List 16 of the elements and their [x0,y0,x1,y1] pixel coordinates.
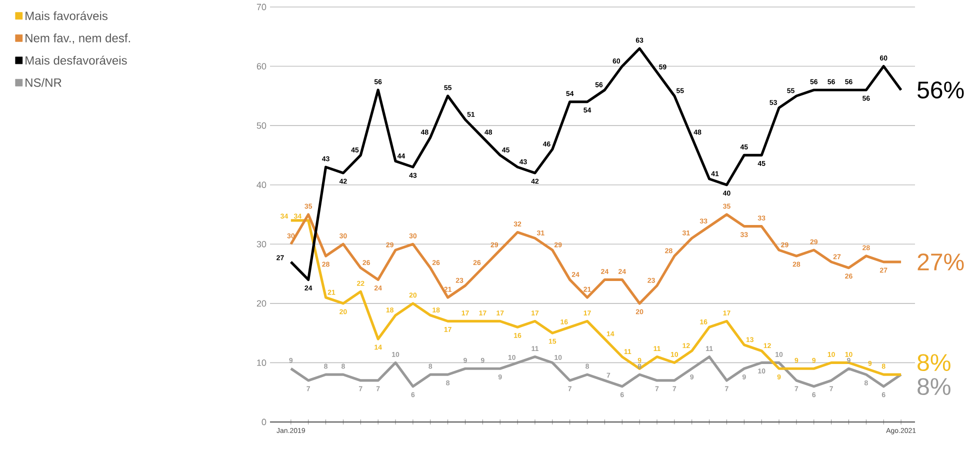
legend-label: Mais desfavoráveis [26,56,127,65]
text: 8% [918,378,950,396]
legend-label: NS/NR [26,78,62,87]
y-tick-label: 40 [256,182,266,188]
text: 8% [918,354,950,372]
y-tick-label: 70 [256,4,266,10]
y-tick-label: 60 [256,63,266,70]
y-tick-label: 0 [262,418,266,426]
y-tick-label: 10 [257,360,266,366]
text: 27% [918,253,964,270]
y-tick-label: 30 [256,240,266,248]
legend-label: Mais favoráveis [26,11,108,20]
y-tick-label: 50 [256,122,266,129]
legend-label: Nem fav., nem desf. [26,34,130,44]
y-tick-label: 20 [256,300,266,307]
text: 56% [918,82,964,98]
